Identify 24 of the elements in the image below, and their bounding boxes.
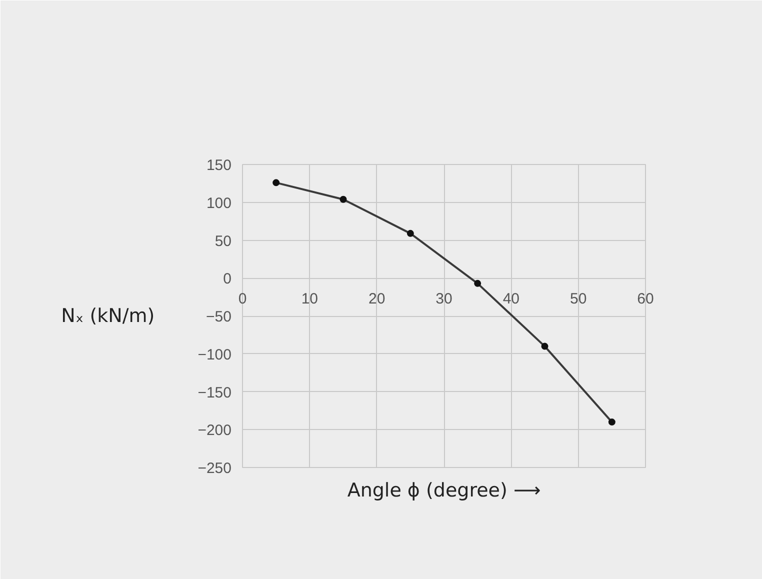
- y-axis-title: Nₓ (kN/m): [61, 305, 155, 327]
- x-tick-label: 40: [502, 290, 520, 308]
- y-tick-label: −50: [206, 308, 232, 326]
- y-tick-label: −150: [198, 384, 232, 402]
- x-tick-label: 10: [301, 290, 318, 308]
- y-tick-label: 50: [214, 232, 232, 250]
- x-tick-label: 30: [436, 290, 452, 308]
- y-tick-label: 0: [223, 270, 232, 288]
- point: [406, 230, 414, 237]
- y-tick-label: 100: [206, 194, 232, 212]
- x-tick-label: 60: [637, 290, 654, 308]
- x-axis-title: Angle ϕ (degree) ⟶: [347, 480, 541, 502]
- y-tick-label: −250: [198, 460, 232, 477]
- point: [340, 196, 347, 203]
- y-tick-label: −100: [198, 346, 232, 364]
- x-tick-label: 0: [238, 290, 247, 308]
- x-tick-label: 20: [368, 290, 386, 308]
- point: [608, 418, 616, 426]
- point: [541, 342, 548, 350]
- point: [474, 280, 482, 287]
- point: [272, 179, 280, 186]
- y-tick-label: −200: [198, 422, 232, 440]
- y-tick-label: 150: [206, 157, 232, 174]
- x-tick-label: 50: [570, 290, 587, 308]
